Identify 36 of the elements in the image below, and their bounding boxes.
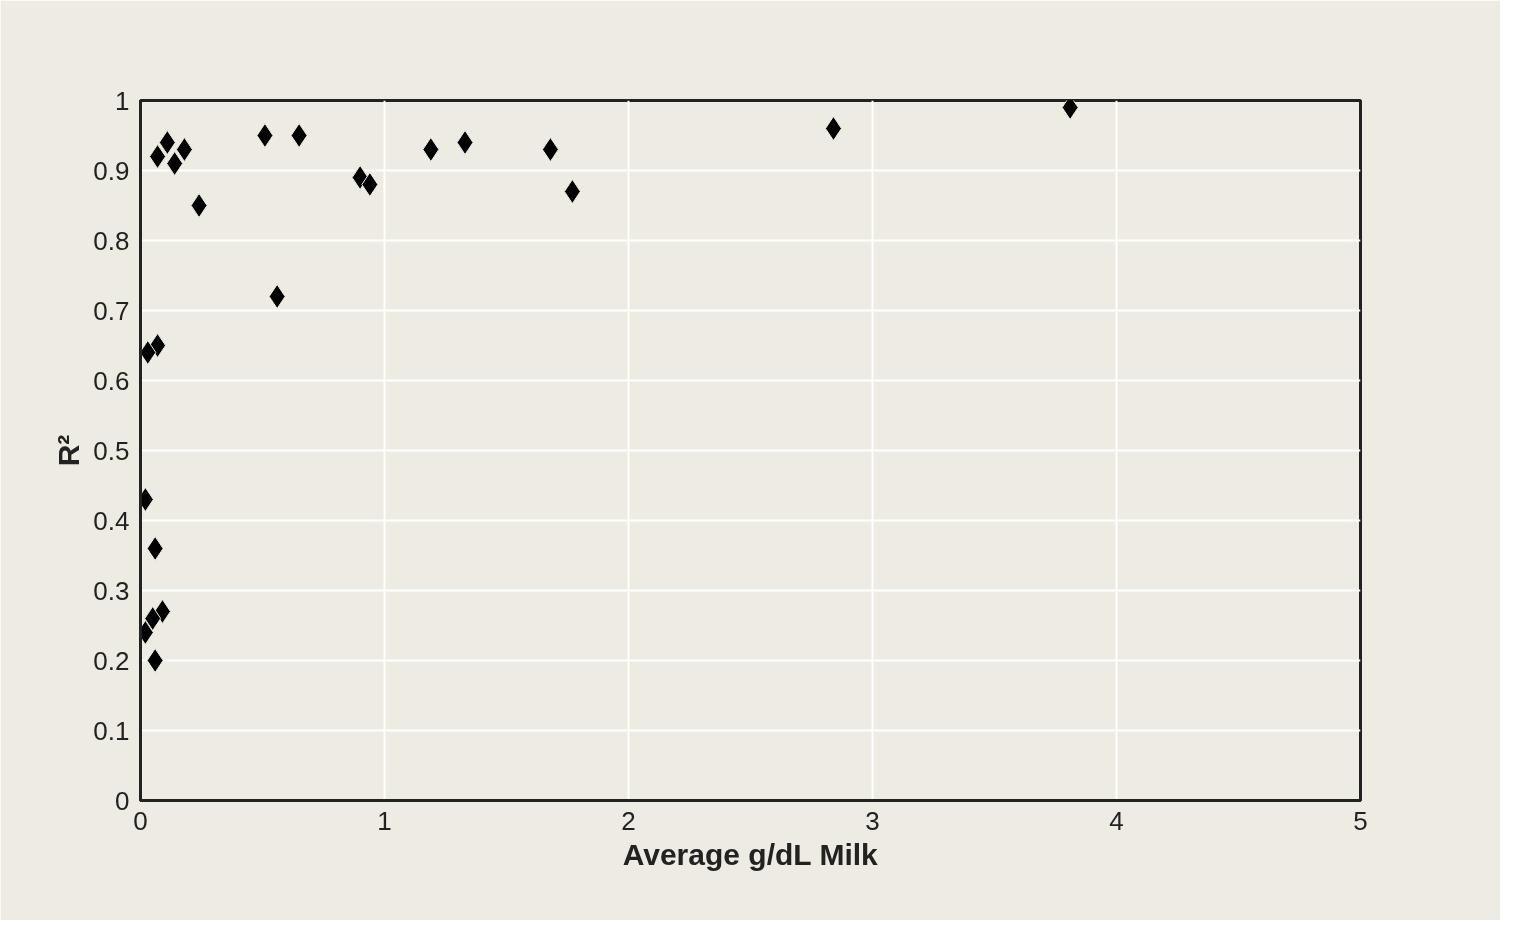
point xyxy=(256,123,274,148)
y-tick-label: 0.6 xyxy=(93,365,130,396)
point xyxy=(149,333,167,358)
point xyxy=(563,179,581,204)
point xyxy=(824,116,842,141)
x-tick-label: 2 xyxy=(621,805,636,836)
point xyxy=(456,130,474,155)
y-tick-label: 0.5 xyxy=(93,435,130,466)
x-tick-label: 4 xyxy=(1109,805,1124,836)
y-tick-label: 0.3 xyxy=(93,575,130,606)
point xyxy=(361,172,379,197)
y-tick-label: 0.9 xyxy=(93,155,130,186)
point xyxy=(146,648,164,673)
point xyxy=(190,193,208,218)
x-tick-label: 3 xyxy=(865,805,880,836)
x-tick-label: 1 xyxy=(377,805,392,836)
point xyxy=(268,284,286,309)
y-tick-label: 1 xyxy=(115,85,130,116)
y-tick-label: 0.4 xyxy=(93,505,130,536)
x-axis-title: Average g/dL Milk xyxy=(622,837,879,871)
point xyxy=(166,151,184,176)
point xyxy=(541,137,559,162)
point xyxy=(146,536,164,561)
point xyxy=(175,137,193,162)
point xyxy=(290,123,308,148)
point xyxy=(149,144,167,169)
y-tick-label: 0.7 xyxy=(93,295,130,326)
y-tick-label: 0.8 xyxy=(93,225,130,256)
y-tick-label: 0 xyxy=(115,785,130,816)
x-tick-label: 5 xyxy=(1353,805,1368,836)
y-axis-title: R² xyxy=(52,434,86,467)
y-tick-label: 0.1 xyxy=(93,715,130,746)
point xyxy=(144,606,162,631)
point xyxy=(422,137,440,162)
point xyxy=(158,130,176,155)
y-tick-label: 0.2 xyxy=(93,645,130,676)
